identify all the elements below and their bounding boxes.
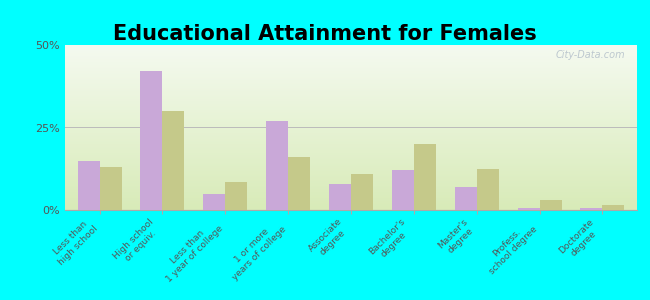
Bar	[140, 71, 162, 210]
Bar	[603, 205, 625, 210]
Bar	[455, 187, 476, 210]
Bar	[540, 200, 562, 210]
Bar	[392, 170, 414, 210]
Bar	[476, 169, 499, 210]
Bar	[288, 157, 310, 210]
Bar	[329, 184, 351, 210]
Bar	[414, 144, 436, 210]
Bar	[99, 167, 122, 210]
Bar	[162, 111, 185, 210]
Text: Educational Attainment for Females: Educational Attainment for Females	[113, 24, 537, 44]
Bar	[226, 182, 247, 210]
Bar	[351, 174, 373, 210]
Bar	[77, 160, 99, 210]
Bar	[203, 194, 226, 210]
Bar	[517, 208, 539, 210]
Text: City-Data.com: City-Data.com	[556, 50, 625, 60]
Bar	[266, 121, 288, 210]
Bar	[580, 208, 603, 210]
